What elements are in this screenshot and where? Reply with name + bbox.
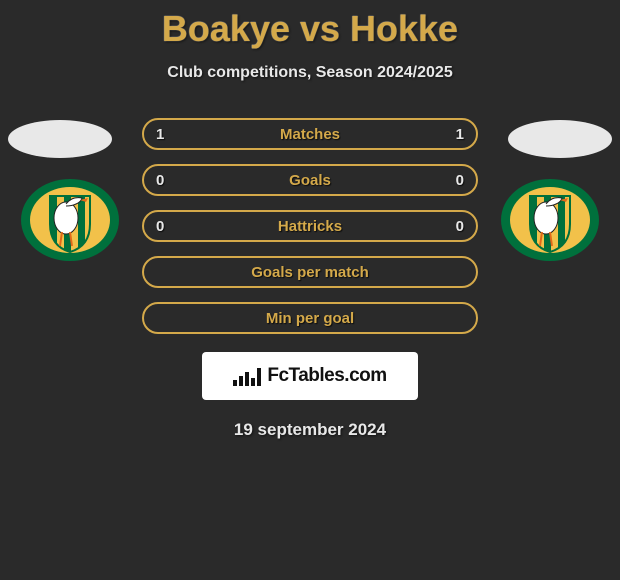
bar-chart-icon: [233, 366, 261, 386]
page-title: Boakye vs Hokke: [0, 0, 620, 50]
stat-row-goals: 0 Goals 0: [142, 164, 478, 196]
stat-row-min-per-goal: Min per goal: [142, 302, 478, 334]
stat-left-value: 0: [156, 172, 164, 189]
stats-container: 1 Matches 1 0 Goals 0 0 Hattricks 0 Goal…: [0, 118, 620, 334]
brand-text: FcTables.com: [267, 365, 386, 387]
bar: [257, 368, 261, 386]
stat-label: Goals per match: [251, 264, 369, 281]
stats-list: 1 Matches 1 0 Goals 0 0 Hattricks 0 Goal…: [142, 118, 478, 334]
stat-label: Goals: [289, 172, 331, 189]
date: 19 september 2024: [0, 420, 620, 440]
stat-row-hattricks: 0 Hattricks 0: [142, 210, 478, 242]
stat-row-matches: 1 Matches 1: [142, 118, 478, 150]
brand-badge[interactable]: FcTables.com: [202, 352, 418, 400]
stat-right-value: 1: [456, 126, 464, 143]
stat-label: Matches: [280, 126, 340, 143]
stat-row-goals-per-match: Goals per match: [142, 256, 478, 288]
stat-label: Min per goal: [266, 310, 354, 327]
subtitle: Club competitions, Season 2024/2025: [0, 64, 620, 82]
stat-left-value: 0: [156, 218, 164, 235]
bar: [233, 380, 237, 386]
stat-label: Hattricks: [278, 218, 342, 235]
stat-right-value: 0: [456, 218, 464, 235]
stat-left-value: 1: [156, 126, 164, 143]
bar: [251, 378, 255, 386]
bar: [239, 376, 243, 386]
bar: [245, 372, 249, 386]
stat-right-value: 0: [456, 172, 464, 189]
